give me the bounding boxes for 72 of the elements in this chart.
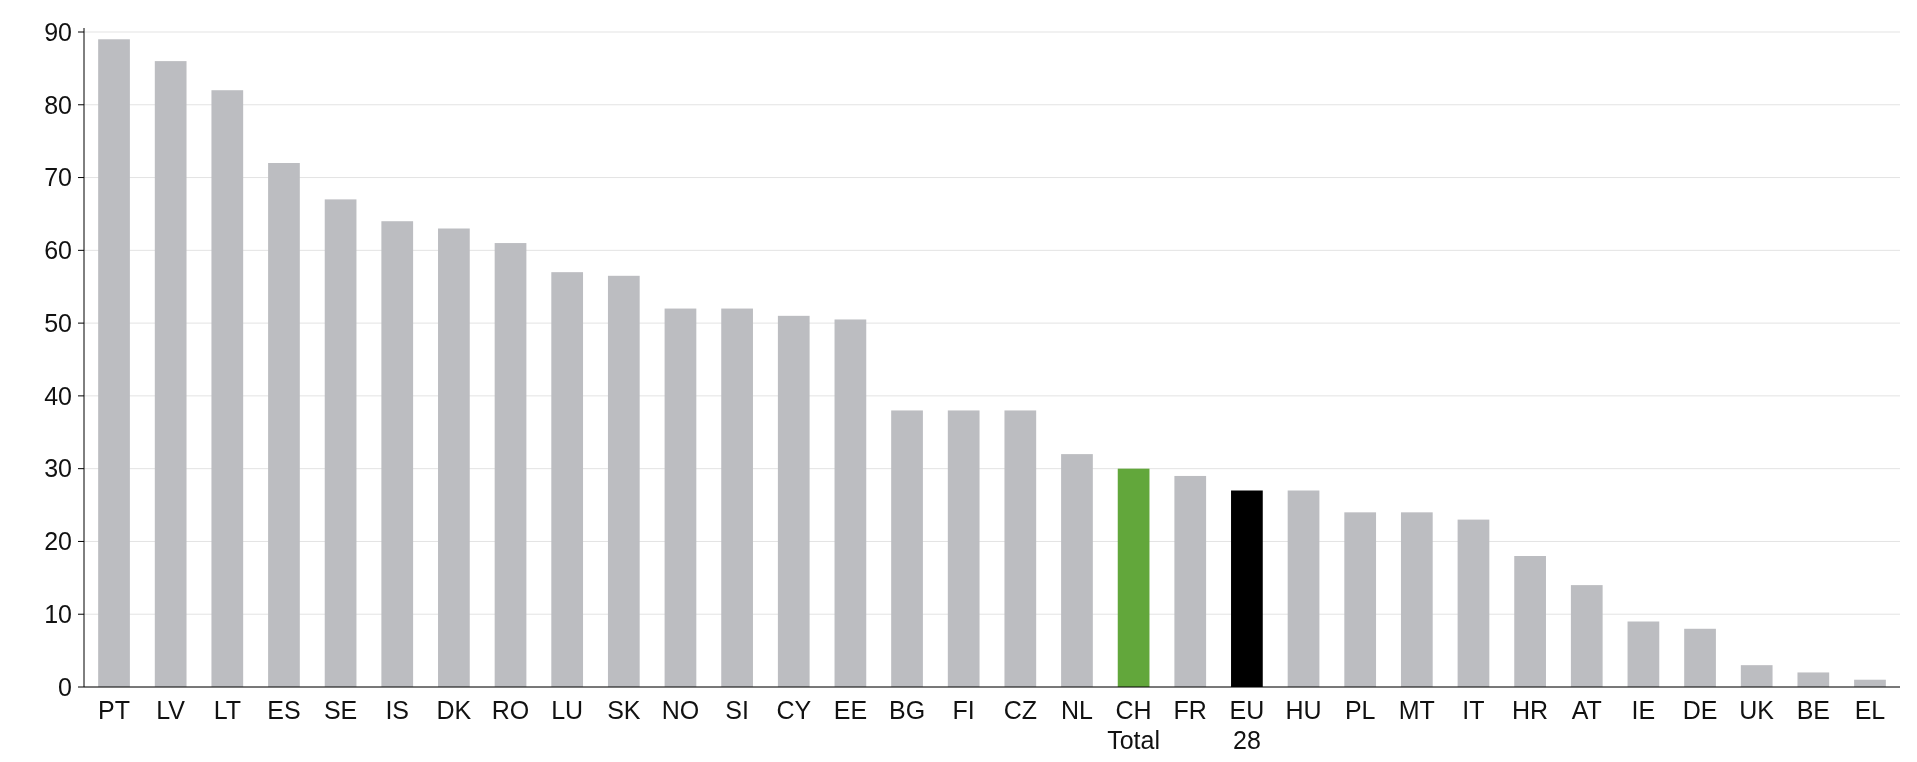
bar [664, 308, 697, 687]
x-tick-label: BG [888, 696, 926, 724]
y-tick-label: 20 [44, 527, 72, 556]
x-tick-label: AT [1571, 696, 1602, 724]
y-tick-label: 10 [44, 599, 72, 628]
bar [1004, 410, 1037, 687]
x-tick-label: EL [1854, 696, 1886, 724]
x-tick-label: LV [156, 696, 186, 724]
y-tick-label: 90 [44, 17, 72, 46]
bar [1344, 512, 1377, 687]
x-tick-label: EU 28 [1229, 696, 1265, 754]
x-tick-label: DE [1682, 696, 1718, 724]
bar [1627, 621, 1660, 687]
x-tick-label: PL [1344, 696, 1376, 724]
x-tick-label: SI [725, 696, 749, 724]
bar [1061, 454, 1093, 687]
x-tick-label: CZ [1003, 696, 1037, 724]
bar [438, 228, 470, 687]
bar [1117, 468, 1150, 687]
y-tick-label: 70 [44, 163, 72, 192]
x-tick-label: PT [98, 696, 130, 724]
x-tick-label: IE [1631, 696, 1656, 724]
x-tick-label: HR [1512, 696, 1549, 724]
bar [777, 315, 810, 687]
bar [1400, 512, 1433, 687]
x-tick-label: MT [1398, 696, 1435, 724]
y-tick-label: 0 [58, 672, 72, 701]
bar [324, 199, 357, 687]
x-tick-label: IT [1462, 696, 1485, 724]
y-tick-label: 30 [44, 454, 72, 483]
y-tick-label: 80 [44, 90, 72, 119]
bar [211, 90, 244, 687]
bar [1514, 556, 1546, 687]
bar [947, 410, 980, 687]
x-tick-label: FR [1173, 696, 1207, 724]
x-tick-label: IS [385, 696, 410, 724]
x-tick-label: NO [661, 696, 700, 724]
x-tick-label: CY [776, 696, 812, 724]
bar [834, 319, 867, 687]
x-tick-label: SE [323, 696, 358, 724]
x-tick-label: NL [1060, 696, 1094, 724]
bar [381, 221, 414, 687]
x-tick-label: SK [607, 696, 641, 724]
bar [1684, 628, 1716, 687]
y-tick-label: 50 [44, 308, 72, 337]
bar [1797, 672, 1830, 687]
x-tick-label: BE [1796, 696, 1831, 724]
bar [1287, 490, 1320, 687]
x-tick-label: HU [1285, 696, 1322, 724]
bar [1174, 475, 1207, 687]
x-tick-label: UK [1739, 696, 1775, 724]
y-tick-label: 40 [44, 381, 72, 410]
bar [1570, 585, 1603, 687]
x-tick-label: FI [952, 696, 975, 724]
x-tick-label: LU [551, 696, 584, 724]
y-tick-label: 60 [44, 236, 72, 265]
x-tick-label: CH Total [1107, 696, 1161, 754]
bar [98, 39, 130, 687]
bar [551, 272, 584, 687]
bar [154, 61, 187, 687]
x-tick-label: DK [436, 696, 472, 724]
bar [1457, 519, 1490, 687]
x-tick-label: ES [267, 696, 301, 724]
bar [1740, 665, 1773, 687]
bar [607, 275, 640, 687]
x-tick-label: LT [213, 696, 241, 724]
x-tick-label: EE [833, 696, 868, 724]
bar [721, 308, 753, 687]
bar [494, 243, 527, 687]
bar [891, 410, 923, 687]
x-tick-label: RO [491, 696, 530, 724]
bar [268, 163, 300, 687]
